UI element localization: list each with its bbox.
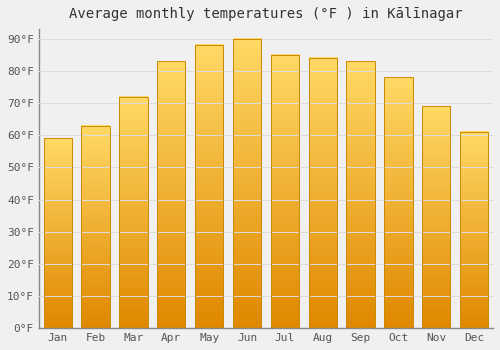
Bar <box>119 97 148 328</box>
Bar <box>422 106 450 328</box>
Bar <box>460 132 488 328</box>
Bar <box>270 55 299 328</box>
Bar <box>308 58 337 328</box>
Bar <box>44 138 72 328</box>
Title: Average monthly temperatures (°F ) in Kālīnagar: Average monthly temperatures (°F ) in Kā… <box>69 7 462 21</box>
Bar <box>195 45 224 328</box>
Bar <box>384 77 412 328</box>
Bar <box>157 61 186 328</box>
Bar <box>82 126 110 328</box>
Bar <box>346 61 375 328</box>
Bar <box>233 39 261 328</box>
